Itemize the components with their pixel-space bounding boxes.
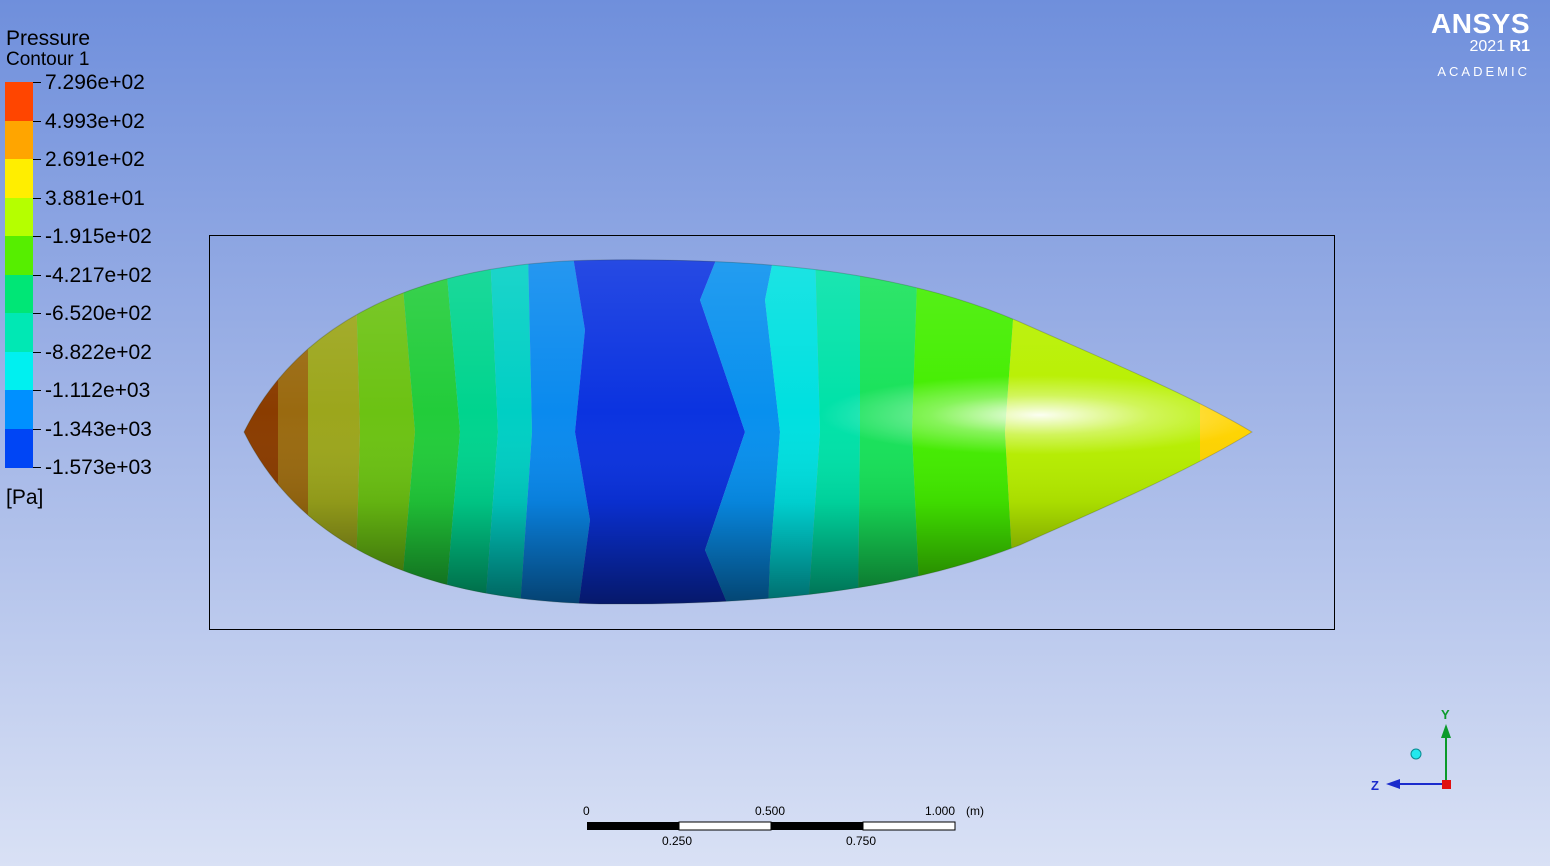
scale-unit: (m)	[966, 804, 984, 818]
legend-level-label: -1.343e+03	[45, 417, 152, 441]
legend-tick	[33, 120, 41, 122]
z-axis-arrow	[1386, 779, 1400, 789]
legend-tick	[33, 236, 41, 237]
logo-version-release: R1	[1509, 38, 1530, 55]
legend-level-label: -8.822e+02	[45, 340, 152, 364]
domain-bounding-box	[209, 235, 1335, 630]
y-axis-label: Y	[1441, 707, 1450, 722]
legend-swatch	[5, 428, 33, 468]
legend-swatch	[5, 82, 33, 121]
legend-swatch	[5, 351, 33, 391]
legend-tick	[33, 82, 41, 83]
legend-tick	[33, 467, 41, 468]
legend-level-label: 2.691e+02	[45, 148, 145, 171]
legend-level-label: -1.573e+03	[45, 456, 152, 479]
logo-version: 2021 R1	[1431, 38, 1531, 56]
logo-edition: ACADEMIC	[1437, 63, 1530, 79]
legend-tick	[33, 159, 41, 160]
rotation-center-icon	[1410, 748, 1422, 760]
legend-level-label: -4.217e+02	[45, 263, 152, 287]
legend-level-label: -6.520e+02	[45, 302, 152, 325]
legend-swatch	[5, 120, 33, 160]
scale-label-0-750: 0.750	[846, 834, 877, 848]
scale-label-0-250: 0.250	[662, 834, 693, 848]
legend-unit: [Pa]	[6, 486, 44, 509]
legend-level-label: 4.993e+02	[45, 109, 145, 133]
legend-swatch	[5, 159, 33, 198]
legend-tick	[33, 428, 41, 430]
legend-swatch	[5, 390, 33, 429]
legend-tick	[33, 390, 41, 391]
legend-level-label: 3.881e+01	[45, 186, 145, 210]
logo-brand: ANSYS	[1431, 8, 1530, 39]
legend-subtitle: Contour 1	[6, 49, 90, 70]
legend-swatch	[5, 236, 33, 275]
x-axis-marker	[1442, 780, 1451, 789]
logo-version-year: 2021	[1469, 38, 1506, 55]
ansys-logo: ANSYS 2021 R1 ACADEMIC	[1431, 10, 1530, 79]
legend-level-label: -1.915e+02	[45, 225, 152, 248]
legend-color-bar	[5, 82, 33, 468]
legend-level-label: -1.112e+03	[45, 379, 151, 402]
legend-level-label: 7.296e+02	[45, 71, 145, 94]
legend-tick	[33, 351, 41, 353]
legend-tick	[33, 274, 41, 276]
legend-title: Pressure	[6, 27, 91, 50]
legend-tick	[33, 313, 41, 314]
scale-label-0: 0	[583, 804, 590, 818]
legend-swatch	[5, 274, 33, 314]
legend-tick	[33, 197, 41, 199]
y-axis-arrow	[1441, 724, 1451, 738]
scale-label-1-000: 1.000	[925, 804, 956, 818]
legend-swatch	[5, 197, 33, 237]
legend-swatch	[5, 313, 33, 352]
z-axis-label: Z	[1371, 778, 1379, 793]
scale-label-0-500: 0.500	[755, 804, 786, 818]
